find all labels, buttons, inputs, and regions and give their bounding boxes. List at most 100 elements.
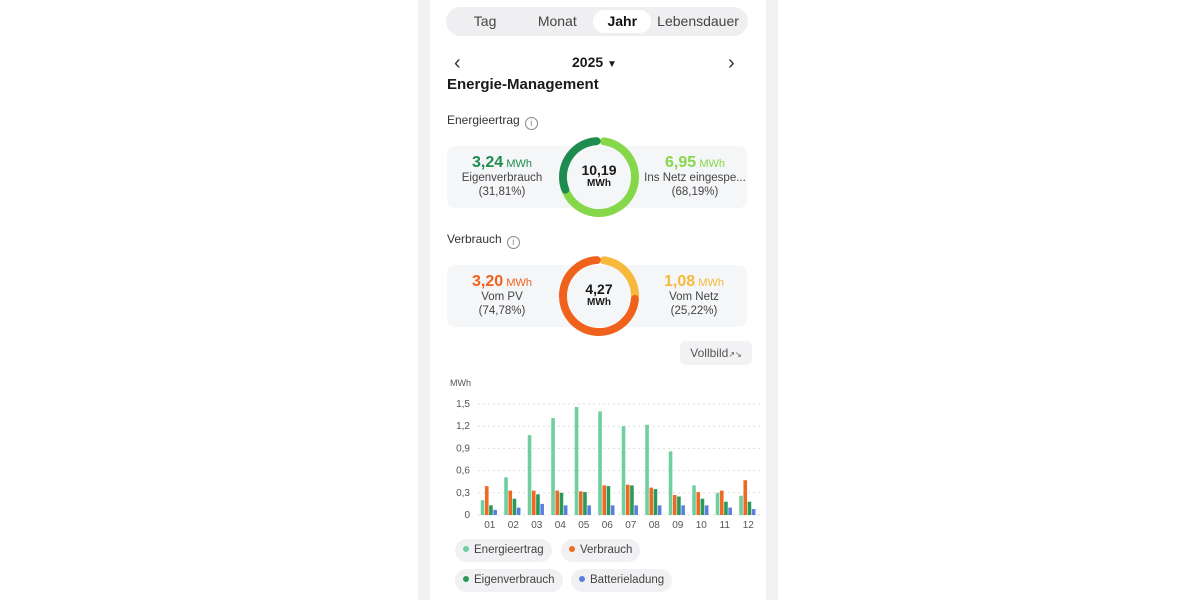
total-unit: MWh: [587, 178, 611, 189]
donut-total: 10,19 MWh: [559, 163, 639, 191]
stat-label: Eigenverbrauch: [461, 172, 543, 184]
x-tick-label: 01: [484, 520, 496, 531]
energieertrag-card: 3,24 MWh Eigenverbrauch (31,81%) 10,19 MW…: [447, 137, 747, 217]
stat-unit: MWh: [698, 277, 724, 289]
bar-eigenverbrauch-05: [583, 492, 587, 515]
y-axis-label: MWh: [450, 378, 471, 388]
stat-value: 1,08: [663, 273, 696, 290]
y-tick-label: 0,6: [456, 466, 470, 477]
y-tick-label: 1,2: [456, 421, 470, 432]
verbrauch-right-arc: [559, 256, 639, 336]
bar-batterieladung-09: [681, 505, 685, 515]
bar-verbrauch-05: [578, 491, 583, 515]
bar-energieertrag-05: [574, 406, 579, 515]
y-tick-label: 0,9: [456, 443, 470, 454]
vom-pv-stat: 3,20 MWh Vom PV (74,78%): [447, 273, 557, 318]
stat-value: 3,20: [471, 273, 504, 290]
energieertrag-donut: [559, 137, 639, 217]
bar-energieertrag-07: [621, 426, 626, 515]
verbrauch-heading: Verbrauch i: [447, 232, 520, 249]
bar-energieertrag-09: [668, 451, 673, 515]
info-icon[interactable]: i: [506, 236, 520, 249]
stat-value: 3,24: [471, 154, 504, 171]
bar-verbrauch-09: [672, 495, 677, 515]
stat-label: Vom PV: [481, 291, 523, 303]
legend-label: Batterieladung: [590, 574, 665, 586]
stat-label: Vom Netz: [669, 291, 719, 303]
bar-verbrauch-08: [649, 487, 654, 515]
bar-eigenverbrauch-11: [724, 501, 728, 515]
x-tick-label: 09: [672, 520, 684, 531]
stat-value: 6,95: [664, 154, 697, 171]
stat-label: Ins Netz eingespe...: [644, 172, 746, 184]
x-tick-label: 10: [696, 520, 708, 531]
period-tabs: Tag Monat Jahr Lebensdauer: [446, 7, 748, 36]
section-label: Energieertrag: [447, 113, 520, 127]
total-unit: MWh: [587, 297, 611, 308]
bar-batterieladung-02: [516, 507, 521, 515]
netz-einspeisung-stat: 6,95 MWh Ins Netz eingespe... (68,19%): [639, 154, 751, 199]
year-value: 2025: [572, 54, 604, 70]
x-tick-label: 06: [602, 520, 614, 531]
bar-verbrauch-07: [625, 484, 630, 515]
tab-lebensdauer[interactable]: Lebensdauer: [657, 13, 739, 29]
bar-verbrauch-02: [508, 490, 513, 515]
x-tick-label: 12: [743, 520, 755, 531]
legend-label: Verbrauch: [580, 544, 633, 556]
bar-verbrauch-12: [743, 480, 748, 515]
stat-percent: (68,19%): [671, 186, 719, 198]
bar-verbrauch-01: [484, 486, 489, 515]
x-tick-label: 03: [531, 520, 543, 531]
energieertrag-right-arc: [559, 137, 639, 217]
chevron-right-icon[interactable]: ›: [728, 52, 735, 74]
bar-batterieladung-11: [728, 507, 732, 515]
bar-eigenverbrauch-03: [536, 494, 540, 515]
x-tick-label: 08: [649, 520, 661, 531]
bar-verbrauch-03: [531, 490, 536, 515]
stat-unit: MWh: [506, 277, 532, 289]
chevron-left-icon[interactable]: ‹: [454, 52, 461, 74]
x-tick-label: 02: [508, 520, 520, 531]
legend-item-energieertrag[interactable]: Energieertrag: [455, 539, 552, 562]
bar-energieertrag-04: [551, 418, 555, 515]
bar-energieertrag-08: [645, 424, 649, 515]
stat-percent: (74,78%): [478, 305, 526, 317]
stat-unit: MWh: [506, 158, 532, 170]
bar-eigenverbrauch-07: [630, 485, 634, 515]
fullscreen-button[interactable]: Vollbild↗↘: [680, 341, 752, 365]
total-value: 4,27: [585, 281, 613, 297]
eigenverbrauch-stat: 3,24 MWh Eigenverbrauch (31,81%): [447, 154, 557, 199]
bar-eigenverbrauch-10: [700, 498, 705, 515]
tab-jahr[interactable]: Jahr: [593, 10, 652, 33]
stat-percent: (25,22%): [670, 305, 718, 317]
x-tick-label: 04: [555, 520, 567, 531]
tab-tag[interactable]: Tag: [473, 13, 497, 29]
tab-monat[interactable]: Monat: [537, 13, 577, 29]
phone-screen: Tag Monat Jahr Lebensdauer ‹ 2025 ▼ › En…: [418, 0, 778, 600]
legend-dot: [569, 546, 575, 552]
donut-total: 4,27 MWh: [559, 282, 639, 310]
stat-percent: (31,81%): [478, 186, 526, 198]
y-tick-label: 1,5: [456, 399, 470, 410]
bar-energieertrag-02: [504, 477, 508, 515]
legend-item-verbrauch[interactable]: Verbrauch: [561, 539, 641, 562]
verbrauch-left-arc: [559, 256, 639, 336]
section-label: Verbrauch: [447, 232, 502, 246]
bar-verbrauch-06: [602, 485, 607, 515]
bar-energieertrag-03: [527, 435, 532, 515]
bar-batterieladung-05: [587, 505, 591, 515]
legend-item-batterieladung[interactable]: Batterieladung: [571, 569, 673, 592]
x-tick-label: 11: [720, 520, 731, 531]
energieertrag-heading: Energieertrag i: [447, 113, 538, 130]
bar-batterieladung-12: [751, 509, 756, 515]
bar-energieertrag-11: [715, 492, 720, 515]
y-tick-label: 0: [464, 510, 470, 521]
legend-item-eigenverbrauch[interactable]: Eigenverbrauch: [455, 569, 563, 592]
bar-eigenverbrauch-09: [677, 496, 681, 515]
legend-label: Energieertrag: [474, 544, 544, 556]
year-selector[interactable]: 2025 ▼: [572, 54, 617, 70]
info-icon[interactable]: i: [524, 117, 538, 130]
bar-energieertrag-12: [739, 495, 743, 515]
verbrauch-donut: [559, 256, 639, 336]
x-tick-label: 07: [625, 520, 637, 531]
